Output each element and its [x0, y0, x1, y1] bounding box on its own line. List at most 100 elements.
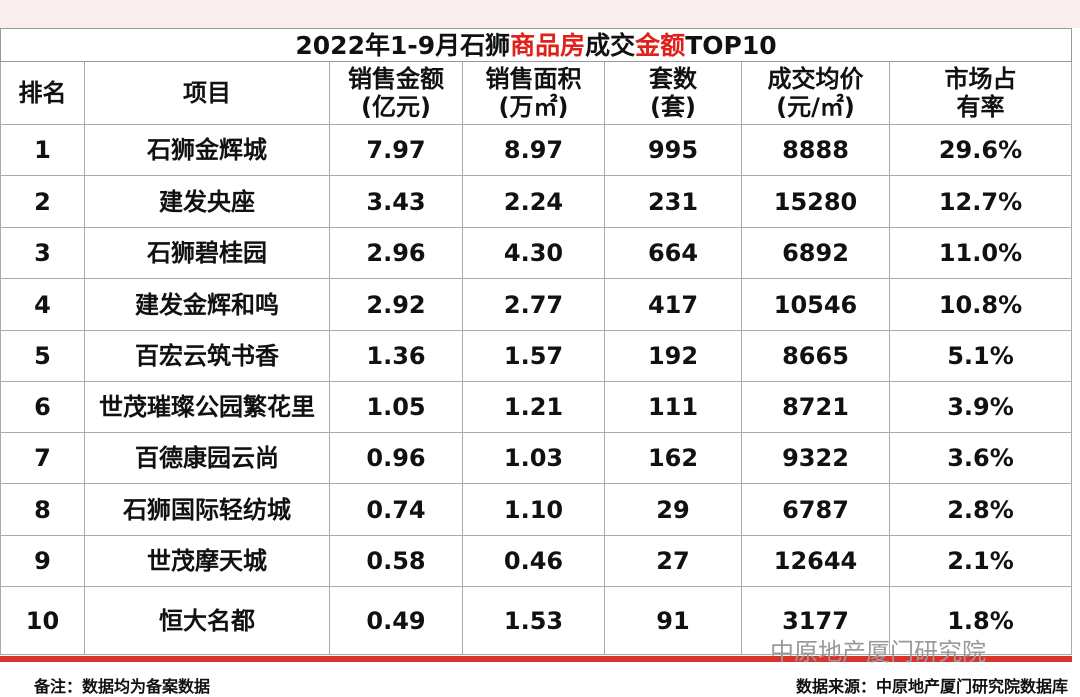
table-cell: 10546 [742, 279, 890, 331]
header-text: 市场占 [944, 65, 1017, 93]
table-cell: 231 [605, 176, 742, 228]
table-cell: 1.8% [890, 587, 1072, 655]
table-cell: 0.96 [330, 433, 463, 484]
top-band [0, 0, 1080, 28]
table-cell: 0.58 [330, 536, 463, 587]
table-cell: 2 [0, 176, 85, 228]
header-text: 有率 [956, 93, 1005, 121]
table-cell: 3.43 [330, 176, 463, 228]
table-cell: 1.10 [463, 484, 605, 536]
table-cell: 石狮国际轻纺城 [85, 484, 330, 536]
table-cell: 8888 [742, 125, 890, 176]
table-cell: 百宏云筑书香 [85, 331, 330, 382]
header-text: (亿元) [361, 93, 431, 121]
table-cell: 恒大名都 [85, 587, 330, 655]
table-cell: 0.74 [330, 484, 463, 536]
title-part: 2022年1-9月石狮 [295, 31, 511, 60]
divider [0, 656, 1072, 662]
table-cell: 建发央座 [85, 176, 330, 228]
table-cell: 10.8% [890, 279, 1072, 331]
title-part: 金额 [635, 31, 686, 60]
table-cell: 2.1% [890, 536, 1072, 587]
table-cell: 8721 [742, 382, 890, 433]
title-part: 商品房 [510, 31, 586, 60]
header-text: (套) [650, 93, 696, 121]
table-cell: 1.57 [463, 331, 605, 382]
table-cell: 世茂璀璨公园繁花里 [85, 382, 330, 433]
table-cell: 6787 [742, 484, 890, 536]
table-cell: 29 [605, 484, 742, 536]
table-cell: 4.30 [463, 228, 605, 279]
header-cell: 市场占 有率 [890, 62, 1072, 125]
table-cell: 5.1% [890, 331, 1072, 382]
table-cell: 建发金辉和鸣 [85, 279, 330, 331]
table-cell: 6892 [742, 228, 890, 279]
table-cell: 7 [0, 433, 85, 484]
table-cell: 664 [605, 228, 742, 279]
table-cell: 29.6% [890, 125, 1072, 176]
table-cell: 8665 [742, 331, 890, 382]
table-cell: 4 [0, 279, 85, 331]
footer-source: 数据来源：中原地产厦门研究院数据库 [795, 677, 1068, 696]
table-cell: 3177 [742, 587, 890, 655]
table-cell: 2.92 [330, 279, 463, 331]
table-cell: 0.46 [463, 536, 605, 587]
table-cell: 8 [0, 484, 85, 536]
header-text: 套数 [649, 65, 697, 93]
table-cell: 1.03 [463, 433, 605, 484]
table-cell: 2.96 [330, 228, 463, 279]
table-cell: 7.97 [330, 125, 463, 176]
table-cell: 1.21 [463, 382, 605, 433]
header-cell: 排名 [0, 62, 85, 125]
table-cell: 91 [605, 587, 742, 655]
table-title: 2022年1-9月石狮商品房成交金额TOP10 [0, 28, 1072, 62]
table-cell: 1.36 [330, 331, 463, 382]
table-cell: 12.7% [890, 176, 1072, 228]
table-cell: 3.6% [890, 433, 1072, 484]
table-cell: 3.9% [890, 382, 1072, 433]
table-cell: 417 [605, 279, 742, 331]
table-cell: 15280 [742, 176, 890, 228]
table-cell: 2.77 [463, 279, 605, 331]
table-cell: 111 [605, 382, 742, 433]
table-cell: 6 [0, 382, 85, 433]
title-part: 成交 [585, 31, 636, 60]
header-cell: 成交均价 (元/㎡) [742, 62, 890, 125]
table-cell: 1 [0, 125, 85, 176]
table-cell: 石狮碧桂园 [85, 228, 330, 279]
header-text: 成交均价 [767, 65, 864, 93]
table-cell: 27 [605, 536, 742, 587]
table-cell: 3 [0, 228, 85, 279]
footer-note: 备注：数据均为备案数据 [34, 677, 211, 696]
header-text: (万㎡) [498, 93, 569, 121]
table-cell: 9322 [742, 433, 890, 484]
table-cell: 0.49 [330, 587, 463, 655]
watermark: 中原地产厦门研究院 [770, 638, 986, 666]
table-cell: 石狮金辉城 [85, 125, 330, 176]
table-cell: 11.0% [890, 228, 1072, 279]
table-cell: 995 [605, 125, 742, 176]
header-cell: 项目 [85, 62, 330, 125]
table-cell: 2.24 [463, 176, 605, 228]
table-cell: 162 [605, 433, 742, 484]
table-cell: 9 [0, 536, 85, 587]
header-text: 项目 [183, 79, 231, 107]
header-text: 排名 [18, 79, 67, 107]
header-text: (元/㎡) [776, 93, 855, 121]
table-cell: 1.53 [463, 587, 605, 655]
header-text: 销售金额 [348, 65, 444, 93]
table-cell: 10 [0, 587, 85, 655]
table-cell: 192 [605, 331, 742, 382]
table-cell: 百德康园云尚 [85, 433, 330, 484]
table-cell: 2.8% [890, 484, 1072, 536]
table-cell: 1.05 [330, 382, 463, 433]
header-cell: 销售面积 (万㎡) [463, 62, 605, 125]
table-cell: 5 [0, 331, 85, 382]
header-cell: 销售金额 (亿元) [330, 62, 463, 125]
header-text: 销售面积 [485, 65, 582, 93]
table-cell: 世茂摩天城 [85, 536, 330, 587]
header-cell: 套数 (套) [605, 62, 742, 125]
table-cell: 12644 [742, 536, 890, 587]
title-part: TOP10 [685, 31, 777, 60]
